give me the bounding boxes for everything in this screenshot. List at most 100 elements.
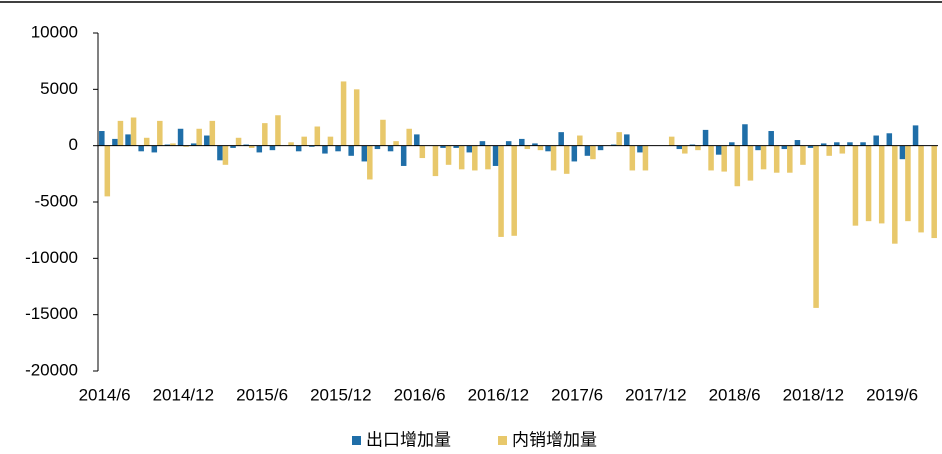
bar xyxy=(642,145,649,171)
bar xyxy=(834,142,840,146)
x-tick-label: 2016/12 xyxy=(468,385,529,404)
bar xyxy=(492,145,499,166)
bar xyxy=(847,142,853,146)
bar xyxy=(590,145,596,160)
bar xyxy=(715,145,722,155)
bar xyxy=(170,143,176,146)
x-tick-label: 2014/6 xyxy=(79,385,131,404)
x-tick-label: 2014/12 xyxy=(153,385,214,404)
y-tick-label: 10000 xyxy=(31,22,78,41)
legend-swatch xyxy=(498,436,507,445)
bar xyxy=(112,138,118,146)
bar xyxy=(498,145,504,237)
bar xyxy=(393,141,399,146)
bar xyxy=(204,135,210,146)
bar xyxy=(190,143,197,146)
bar xyxy=(432,145,439,177)
bar xyxy=(196,128,202,146)
bar xyxy=(269,145,276,151)
bar xyxy=(466,145,473,153)
bar xyxy=(860,142,866,146)
bar xyxy=(309,145,315,147)
y-tick-label: -5000 xyxy=(35,191,78,210)
bar xyxy=(164,144,171,146)
bar xyxy=(177,128,184,146)
bar xyxy=(794,140,801,146)
bar xyxy=(479,141,486,146)
bar xyxy=(839,145,846,154)
bar xyxy=(905,145,911,222)
bar xyxy=(361,145,368,162)
bar xyxy=(577,135,583,146)
bar xyxy=(892,145,898,244)
bar xyxy=(807,145,814,148)
bar xyxy=(931,145,937,239)
legend-label: 内销增加量 xyxy=(512,430,597,449)
bar xyxy=(335,145,341,152)
bar xyxy=(800,145,806,165)
y-tick-label: -10000 xyxy=(25,248,78,267)
bar xyxy=(773,145,780,173)
bar xyxy=(768,131,774,146)
bar xyxy=(314,126,321,146)
y-tick-label: 0 xyxy=(69,135,78,154)
bar xyxy=(878,145,885,224)
bar xyxy=(584,145,591,156)
bar xyxy=(747,145,754,181)
bar xyxy=(676,145,683,150)
bar xyxy=(143,137,150,146)
bar xyxy=(519,138,525,146)
bar xyxy=(873,135,879,146)
x-tick-label: 2015/12 xyxy=(310,385,371,404)
bar xyxy=(353,89,360,146)
bar xyxy=(886,133,893,146)
bar xyxy=(820,143,827,146)
bar xyxy=(458,145,465,170)
bar xyxy=(322,145,328,154)
bar xyxy=(380,119,386,146)
x-tick-label: 2017/12 xyxy=(625,385,686,404)
bar xyxy=(222,145,229,165)
bar xyxy=(563,145,570,174)
bar xyxy=(682,145,688,154)
bar xyxy=(558,132,564,146)
bar xyxy=(781,145,788,150)
bar xyxy=(532,143,538,146)
bar xyxy=(104,145,111,197)
bar xyxy=(209,120,216,146)
bar xyxy=(865,145,872,222)
bar xyxy=(637,145,643,153)
bar xyxy=(597,145,604,151)
bar xyxy=(813,145,819,308)
bar xyxy=(918,145,924,233)
legend-swatch xyxy=(352,436,361,445)
x-tick-label: 2018/12 xyxy=(783,385,844,404)
bar xyxy=(117,120,124,146)
bar xyxy=(248,145,255,148)
bar xyxy=(400,145,407,166)
bar xyxy=(629,145,636,171)
bar xyxy=(348,145,354,156)
bar xyxy=(571,145,578,162)
bar xyxy=(550,145,557,171)
x-tick-label: 2017/6 xyxy=(551,385,603,404)
bar xyxy=(301,136,307,146)
bar xyxy=(230,145,236,148)
bar xyxy=(183,145,189,147)
bar xyxy=(440,145,446,148)
bar xyxy=(545,145,551,152)
bar xyxy=(755,145,761,151)
bar xyxy=(138,145,144,152)
bar xyxy=(235,137,242,146)
bar xyxy=(243,144,249,146)
bar xyxy=(374,145,381,150)
x-tick-label: 2019/6 xyxy=(866,385,918,404)
x-tick-label: 2016/6 xyxy=(394,385,446,404)
bar xyxy=(721,145,727,172)
bar xyxy=(624,134,630,146)
bar xyxy=(406,128,412,146)
bar xyxy=(485,145,491,170)
bar xyxy=(742,124,748,146)
bar xyxy=(217,145,223,161)
